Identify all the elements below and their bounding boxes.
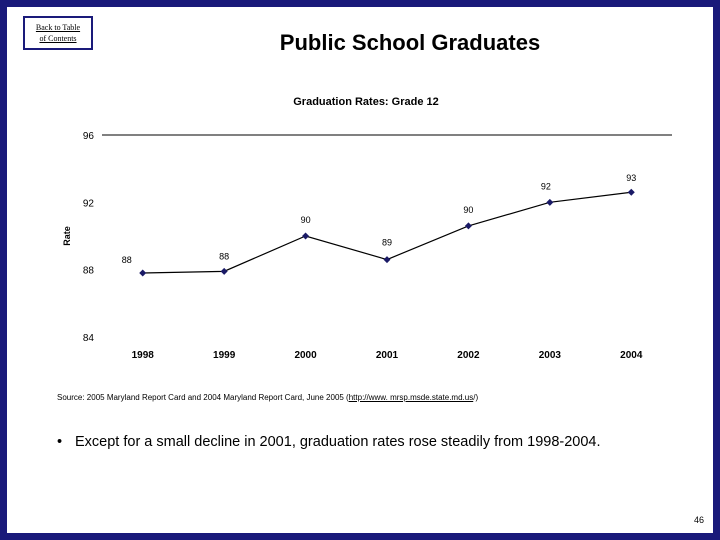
x-tick-label: 1998	[132, 350, 155, 361]
data-point-marker	[220, 267, 228, 275]
data-label: 92	[541, 181, 551, 191]
y-tick-label: 92	[83, 198, 95, 209]
data-point-marker	[302, 232, 310, 240]
page-number: 46	[693, 515, 704, 525]
chart-title: Graduation Rates: Grade 12	[293, 96, 439, 108]
back-to-contents-link[interactable]: Back to Table of Contents	[23, 16, 93, 50]
back-link-line-2: of Contents	[39, 34, 77, 43]
source-url-link[interactable]: http://www. mrsp.msde.state.md.us	[348, 393, 474, 402]
y-tick-label: 84	[83, 333, 95, 344]
line-chart: Graduation Rates: Grade 12 Rate 84 88 92 96…	[62, 96, 672, 361]
x-tick-label: 2001	[376, 350, 399, 361]
x-tick-label: 2003	[539, 350, 562, 361]
source-text: Source: 2005 Maryland Report Card and 20…	[57, 393, 349, 402]
data-point-marker	[546, 198, 554, 206]
y-tick-label: 96	[83, 131, 95, 142]
data-point-marker	[464, 222, 472, 230]
back-link-line-1: Back to Table	[35, 23, 81, 32]
x-tick-label: 2004	[620, 350, 643, 361]
data-label: 93	[626, 173, 636, 183]
source-note: Source: 2005 Maryland Report Card and 20…	[57, 393, 478, 402]
data-label: 90	[301, 215, 311, 225]
x-tick-label: 2002	[457, 350, 480, 361]
y-axis-label: Rate	[62, 226, 72, 246]
page-title: Public School Graduates	[279, 30, 541, 55]
data-point-marker	[139, 269, 147, 277]
bullet-marker: •	[57, 434, 63, 450]
data-point-marker	[627, 188, 635, 196]
data-label: 88	[122, 255, 132, 265]
data-label: 89	[382, 238, 392, 248]
x-tick-label: 1999	[213, 350, 236, 361]
data-point-marker	[383, 256, 391, 264]
bullet-point: • Except for a small decline in 2001, gra…	[57, 434, 697, 450]
bullet-text: Except for a small decline in 2001, grad…	[75, 434, 601, 450]
y-tick-label: 88	[83, 266, 95, 277]
data-label: 90	[463, 205, 473, 215]
x-tick-label: 2000	[294, 350, 317, 361]
data-label: 88	[219, 251, 229, 261]
source-suffix: /)	[473, 393, 479, 402]
